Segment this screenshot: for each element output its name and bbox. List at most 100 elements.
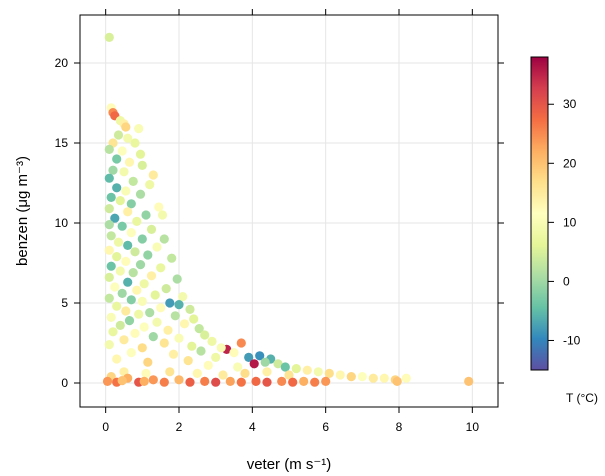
data-point [110,282,120,292]
data-point [346,372,356,382]
data-point [148,375,158,385]
data-point [139,322,149,332]
x-tick-label: 10 [466,420,480,434]
data-point [126,295,136,305]
data-point [145,308,155,318]
y-tick-label: 0 [61,376,68,390]
x-tick-label: 2 [176,420,183,434]
data-point [161,284,171,294]
x-tick-label: 0 [102,420,109,434]
data-point [126,199,136,209]
data-point [174,333,184,343]
data-point [137,234,147,244]
data-point [291,364,301,374]
data-point [112,301,122,311]
data-point [104,220,114,230]
data-point [299,376,309,386]
data-point [104,245,114,255]
data-point [112,183,122,193]
data-point [170,311,180,321]
data-point [163,325,173,335]
data-point [262,367,272,377]
data-point [123,277,133,287]
colorbar-tick-label: 0 [563,274,570,288]
data-point [117,221,127,231]
data-point [121,256,131,266]
data-point [277,376,287,386]
data-point [236,377,246,387]
data-point [357,372,367,382]
data-point [368,373,378,383]
colorbar-title: T (°C) [566,391,598,405]
data-point [132,285,142,295]
data-point [196,346,206,356]
data-point [108,327,118,337]
axes: 0 2 4 6 8 10 0 5 10 15 20 [55,9,504,434]
data-point [302,365,312,375]
data-point [178,292,188,302]
data-point [185,304,195,314]
data-point [134,124,144,134]
data-point [143,357,153,367]
data-point [104,32,114,43]
data-point [104,293,114,303]
y-tick-label: 10 [55,216,69,230]
data-point [115,266,125,276]
data-point [106,261,116,271]
data-point [260,357,270,367]
y-tick-label: 20 [55,56,69,70]
x-tick-label: 4 [249,420,256,434]
data-point [123,207,133,217]
data-point [244,352,254,362]
y-axis-title: benzen (μg m⁻³) [14,156,31,266]
data-point [126,228,136,238]
data-point [146,224,157,234]
data-point [154,202,164,212]
data-point [139,279,149,289]
data-point [108,165,118,175]
data-point [280,362,290,372]
data-point [124,157,135,167]
data-point [106,312,116,322]
data-point [321,376,331,386]
data-point [240,368,250,378]
data-point [104,144,114,154]
x-tick-label: 8 [396,420,403,434]
data-point [168,349,179,359]
data-point [143,250,153,260]
data-point [157,210,168,220]
data-point [121,186,131,196]
data-point [288,377,298,387]
x-tick-label: 6 [322,420,329,434]
data-point [183,356,193,366]
data-point [113,130,124,140]
colorbar [530,56,549,371]
data-point [112,354,122,364]
colorbar-tick-label: -10 [563,333,581,347]
data-point [146,271,157,281]
data-point [464,376,474,386]
data-point [135,149,146,159]
data-point [148,170,158,180]
data-point [121,122,131,132]
data-point [115,320,125,330]
data-point [119,167,129,177]
data-point [123,133,133,143]
data-point [145,180,155,190]
data-point [211,377,221,387]
data-point [115,196,125,206]
data-point [128,176,138,186]
data-point [104,340,114,350]
data-point [117,376,127,386]
data-point [156,263,166,273]
data-point [236,338,246,348]
data-point [106,231,116,241]
data-point [117,288,127,298]
data-point [141,368,151,378]
data-point [104,173,114,183]
data-point [189,314,199,324]
data-point [174,300,184,310]
data-point [229,348,239,358]
data-point [121,306,131,316]
data-point [174,375,184,385]
